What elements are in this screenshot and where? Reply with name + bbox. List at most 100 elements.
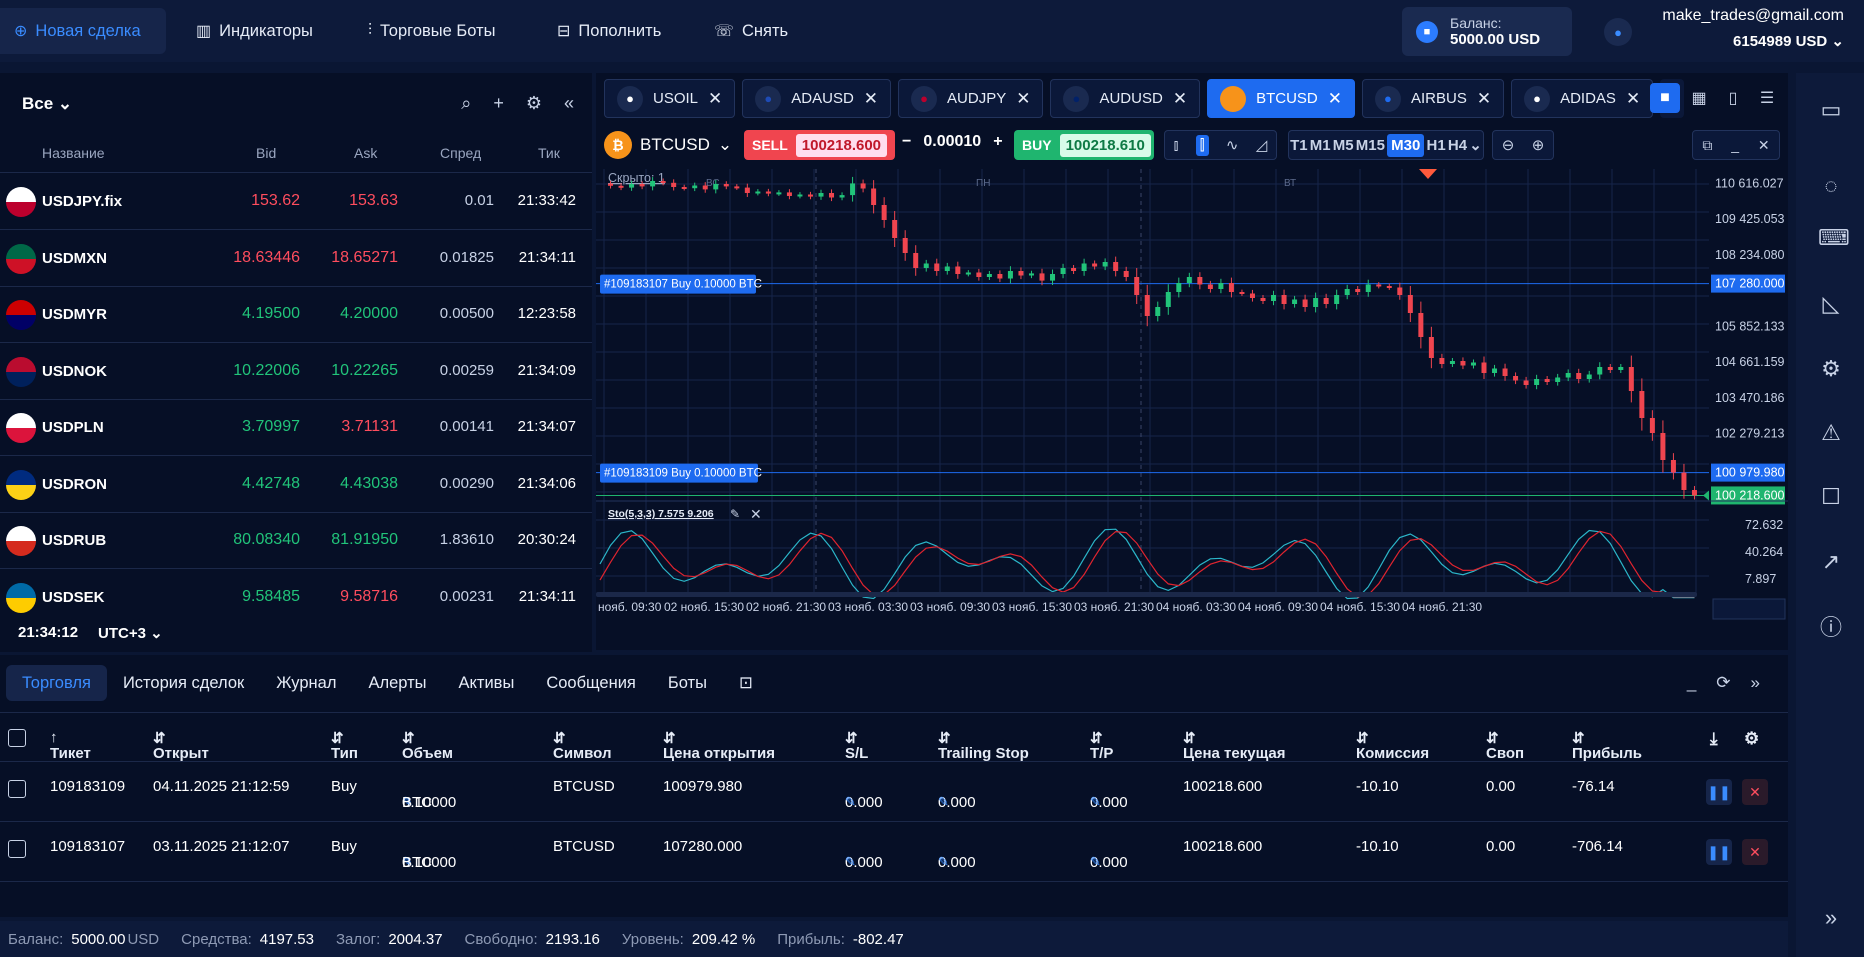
tab-audjpy[interactable]: ● AUDJPY ✕ xyxy=(898,79,1044,118)
info-icon[interactable]: ⓘ xyxy=(1819,615,1842,640)
edit-icon[interactable]: ✎ xyxy=(845,794,856,809)
bottom-tab[interactable]: Активы xyxy=(458,673,515,692)
account-selector[interactable]: 6154989 USD ⌄ xyxy=(1733,32,1844,50)
tab-close-icon[interactable]: ✕ xyxy=(1327,88,1342,108)
timeframe-m5[interactable]: M5 xyxy=(1332,136,1354,154)
bottom-tab[interactable]: Боты xyxy=(667,673,707,692)
restore-panel-icon[interactable]: ⟳ xyxy=(1716,673,1731,692)
th-tp[interactable]: T/P ⇵ xyxy=(1090,730,1114,762)
candles-icon[interactable]: ⫿ xyxy=(1195,134,1209,156)
header-tick[interactable]: Тик xyxy=(538,145,560,161)
th-volume[interactable]: Объем ⇵ xyxy=(402,730,453,762)
th-symbol[interactable]: Символ ⇵ xyxy=(553,730,612,762)
timezone-selector[interactable]: UTC+3 ⌄ xyxy=(98,625,163,642)
tab-usoil[interactable]: ● USOIL ✕ xyxy=(604,79,736,118)
pause-icon[interactable]: ❚❚ xyxy=(1706,779,1732,805)
edit-icon[interactable]: ✎ xyxy=(402,794,413,809)
withdraw-button[interactable]: ☏ Снять xyxy=(700,8,802,54)
area-icon[interactable]: ◿ xyxy=(1255,137,1268,154)
expand-icon[interactable]: » xyxy=(1824,905,1838,930)
table-settings-icon[interactable]: ⚙ xyxy=(1744,729,1760,748)
keyboard-icon[interactable]: ⌨ xyxy=(1818,225,1850,250)
watchlist-row[interactable]: USDMYR 4.19500 4.20000 0.00500 12:23:58 xyxy=(0,287,592,343)
layout-columns-icon[interactable]: ▯ xyxy=(1728,90,1738,107)
watchlist-filter[interactable]: Все ⌄ xyxy=(22,94,73,113)
th-cur-price[interactable]: Цена текущая ⇵ xyxy=(1183,730,1286,762)
tab-btcusd[interactable]: ● BTCUSD ✕ xyxy=(1207,79,1355,118)
terminal-icon[interactable]: ⊡ xyxy=(738,674,753,692)
timeframe-t1[interactable]: T1 xyxy=(1290,136,1308,154)
plus-icon[interactable]: + xyxy=(993,133,1003,150)
tab-audusd[interactable]: ● AUDUSD ✕ xyxy=(1050,79,1201,118)
select-all-checkbox[interactable] xyxy=(8,729,26,747)
edit-indicator-icon[interactable]: ✎ xyxy=(730,507,740,521)
layout-single-icon[interactable]: ■ xyxy=(1650,83,1680,113)
watchlist-row[interactable]: USDNOK 10.22006 10.22265 0.00259 21:34:09 xyxy=(0,344,592,400)
symbol-selector[interactable]: ₿ BTCUSD ⌄ xyxy=(604,129,732,161)
lot-value[interactable]: 0.00010 xyxy=(923,133,982,150)
edit-icon[interactable]: ✎ xyxy=(938,794,949,809)
th-trailing[interactable]: Trailing Stop ⇵ xyxy=(938,730,1029,762)
timeframe-h4[interactable]: H4 xyxy=(1447,136,1468,154)
minus-icon[interactable]: − xyxy=(902,133,912,150)
price-chart[interactable]: ВС ПН ВТ 110 616.027 109 425.053 108 234.080 1… xyxy=(596,169,1788,650)
close-indicator-icon[interactable]: ✕ xyxy=(750,506,762,522)
collapse-panel-icon[interactable]: » xyxy=(1750,673,1760,692)
th-profit[interactable]: Прибыль ⇵ xyxy=(1572,730,1642,762)
th-open-price[interactable]: Цена открытия ⇵ xyxy=(663,730,775,762)
chart-icon[interactable]: ◺ xyxy=(1822,291,1840,316)
close-trade-icon[interactable]: ✕ xyxy=(1742,779,1768,805)
th-swap[interactable]: Своп ⇵ xyxy=(1486,730,1525,762)
trend-icon[interactable]: ↗ xyxy=(1821,549,1841,574)
watchlist-row[interactable]: USDRUB 80.08340 81.91950 1.83610 20:30:24 xyxy=(0,513,592,569)
bottom-tab[interactable]: Сообщения xyxy=(546,673,636,692)
th-commission[interactable]: Комиссия ⇵ xyxy=(1356,730,1430,762)
timeframe-m30[interactable]: M30 xyxy=(1387,133,1425,157)
order-label[interactable]: #109183107 Buy 0.10000 BTC xyxy=(604,279,762,291)
warning-icon[interactable]: ⚠ xyxy=(1821,420,1841,445)
row-checkbox[interactable] xyxy=(8,780,26,798)
edit-icon[interactable]: ✎ xyxy=(1090,854,1101,869)
document-icon[interactable]: ☐ xyxy=(1821,484,1841,509)
zoom-in-icon[interactable]: ⊕ xyxy=(1531,137,1545,154)
bars-icon[interactable]: ⫾ xyxy=(1173,136,1179,154)
edit-icon[interactable]: ✎ xyxy=(938,854,949,869)
header-ask[interactable]: Ask xyxy=(354,145,378,161)
time-scrollbar[interactable] xyxy=(596,592,1697,597)
hidden-label[interactable]: Скрыто: 1 xyxy=(608,171,665,185)
buy-button[interactable]: BUY 100218.610 xyxy=(1014,130,1154,160)
sell-button[interactable]: SELL 100218.600 xyxy=(744,130,895,160)
edit-icon[interactable]: ✎ xyxy=(1090,794,1101,809)
bottom-tab[interactable]: Торговля xyxy=(6,665,107,701)
tab-close-icon[interactable]: ✕ xyxy=(1016,88,1031,108)
user-email[interactable]: make_trades@gmail.com xyxy=(1662,7,1844,24)
tab-close-icon[interactable]: ✕ xyxy=(1625,88,1641,108)
network-icon[interactable]: ◌ xyxy=(1824,173,1838,198)
gear-icon[interactable]: ⚙ xyxy=(525,93,542,113)
tab-close-icon[interactable]: ✕ xyxy=(1172,88,1188,108)
header-bid[interactable]: Bid xyxy=(256,145,277,161)
close-trade-icon[interactable]: ✕ xyxy=(1742,839,1768,865)
user-avatar-icon[interactable]: ● xyxy=(1604,18,1632,46)
bots-button[interactable]: ⫶ Торговые Боты xyxy=(354,8,509,54)
layout-grid-icon[interactable]: ▦ xyxy=(1691,90,1707,107)
search-icon[interactable]: ⌕ xyxy=(461,93,472,113)
th-open[interactable]: Открыт ⇵ xyxy=(153,730,209,762)
bottom-tab[interactable]: Алерты xyxy=(368,673,427,692)
tab-close-icon[interactable]: ✕ xyxy=(1476,88,1492,108)
th-sl[interactable]: S/L ⇵ xyxy=(845,730,869,762)
edit-icon[interactable]: ✎ xyxy=(402,854,413,869)
timeframe-h1[interactable]: H1 xyxy=(1426,136,1446,154)
timeframe-m1[interactable]: M1 xyxy=(1309,136,1331,154)
watchlist-row[interactable]: USDRON 4.42748 4.43038 0.00290 21:34:06 xyxy=(0,457,592,513)
edit-icon[interactable]: ✎ xyxy=(845,854,856,869)
trade-row[interactable]: 109183107 03.11.2025 21:12:07 Buy 0.10000 ✎… xyxy=(0,822,1788,882)
watchlist-row[interactable]: USDJPY.fix 153.62 153.63 0.01 21:33:42 xyxy=(0,174,592,230)
close-icon[interactable]: ✕ xyxy=(1757,136,1770,153)
new-trade-button[interactable]: ⊕ Новая сделка xyxy=(0,8,166,54)
bottom-tab[interactable]: История сделок xyxy=(122,673,245,692)
header-name[interactable]: Название xyxy=(42,145,105,161)
download-icon[interactable]: ⤓ xyxy=(1710,729,1718,748)
line-icon[interactable]: ∿ xyxy=(1225,137,1239,154)
lot-stepper[interactable]: −0.00010 + xyxy=(902,133,1003,151)
